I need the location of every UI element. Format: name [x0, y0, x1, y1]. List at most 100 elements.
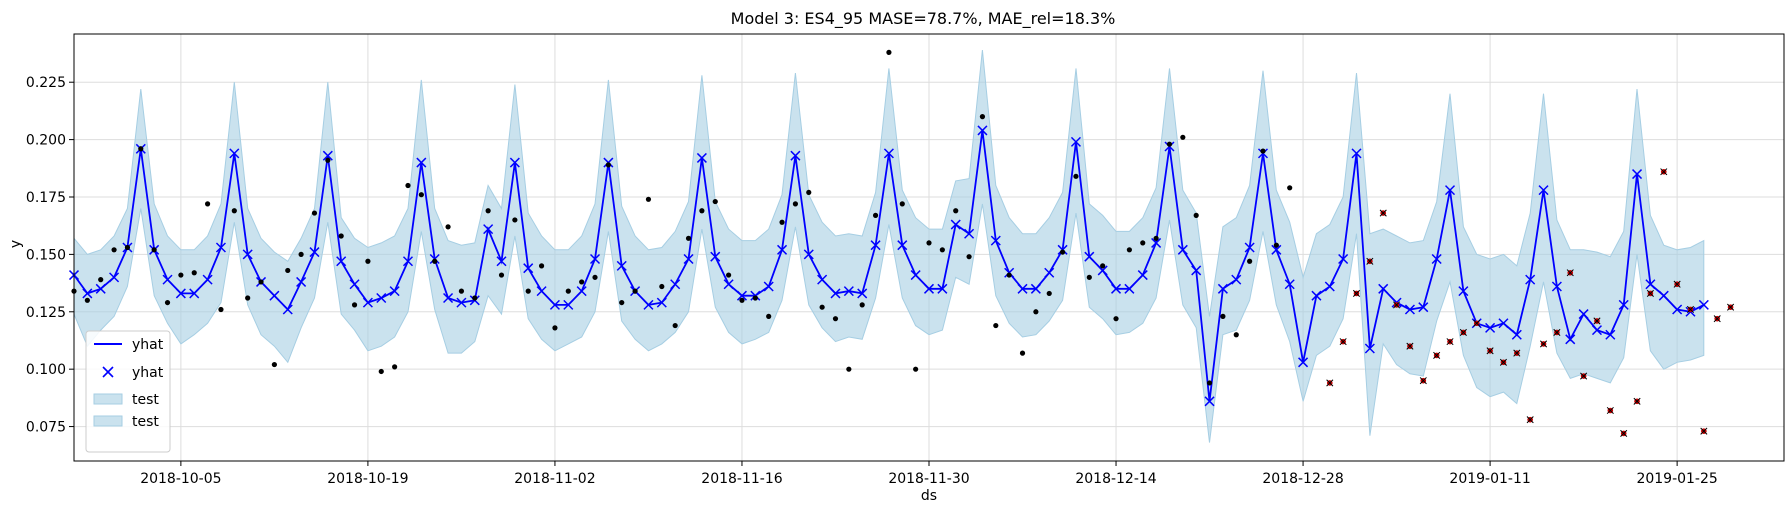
- yhat-marker: [990, 235, 1001, 246]
- actual-point: [485, 208, 491, 214]
- actual-point: [859, 302, 865, 308]
- test-point: [1553, 328, 1561, 336]
- yhat-marker: [1351, 148, 1362, 159]
- yhat-marker: [790, 150, 801, 161]
- yhat-marker: [723, 279, 734, 290]
- yhat-marker: [1231, 274, 1242, 285]
- actual-point: [218, 306, 224, 313]
- actual-point: [712, 198, 718, 205]
- actual-point: [538, 263, 545, 269]
- yhat-marker: [870, 240, 881, 251]
- test-point: [1393, 301, 1401, 309]
- y-tick-label: 0.100: [26, 362, 66, 378]
- yhat-marker: [964, 228, 975, 239]
- yhat-marker: [1672, 304, 1683, 315]
- actual-point: [605, 162, 611, 168]
- x-tick-label: 2018-11-30: [888, 471, 969, 487]
- x-axis-label: ds: [921, 488, 937, 504]
- yhat-marker: [109, 272, 120, 283]
- yhat-markers: [68, 125, 1709, 407]
- yhat-marker: [1298, 357, 1309, 368]
- yhat-marker: [269, 290, 280, 301]
- yhat-marker: [763, 281, 774, 292]
- test-point: [1539, 340, 1548, 348]
- actual-point: [1006, 272, 1012, 278]
- actual-point: [351, 302, 358, 308]
- x-tick-label: 2018-10-05: [140, 471, 221, 487]
- actual-point: [498, 272, 505, 278]
- yhat-marker: [82, 288, 93, 299]
- yhat-marker: [443, 292, 454, 304]
- actual-point: [726, 272, 732, 278]
- x-tick-label: 2018-12-28: [1262, 471, 1343, 487]
- actual-point: [659, 283, 665, 290]
- actual-point: [204, 201, 211, 207]
- actual-point: [178, 272, 184, 278]
- legend-label: test: [132, 414, 159, 430]
- yhat-marker: [1364, 343, 1375, 354]
- yhat-marker: [536, 286, 547, 297]
- actual-point: [512, 217, 518, 223]
- actual-point: [98, 277, 104, 283]
- actual-point: [392, 364, 398, 370]
- yhat-marker: [362, 297, 373, 308]
- test-point: [1339, 338, 1347, 346]
- actual-point: [1273, 242, 1279, 248]
- actual-point: [645, 196, 652, 202]
- yhat-marker: [1151, 237, 1162, 248]
- chart-title: Model 3: ES4_95 MASE=78.7%, MAE_rel=18.3…: [731, 9, 1116, 29]
- x-tick-label: 2018-11-16: [701, 471, 782, 487]
- actual-point: [632, 288, 638, 294]
- legend-x-marker-swatch: [102, 366, 114, 378]
- test-point: [1459, 328, 1467, 336]
- actual-point: [846, 366, 852, 372]
- yhat-marker: [1578, 309, 1589, 320]
- yhat-marker: [1485, 322, 1496, 333]
- yhat-marker: [229, 148, 240, 159]
- actual-point: [124, 244, 131, 251]
- yhat-marker: [1111, 283, 1122, 294]
- yhat-marker: [282, 304, 293, 315]
- legend-band-swatch: [93, 415, 123, 427]
- actual-point: [1233, 332, 1239, 338]
- test-point: [1620, 429, 1628, 438]
- y-tick-label: 0.150: [26, 247, 66, 263]
- actual-point: [672, 322, 678, 329]
- yhat-marker: [1404, 304, 1415, 315]
- yhat-marker: [1070, 136, 1081, 147]
- yhat-marker: [215, 242, 226, 253]
- test-point: [1433, 351, 1441, 359]
- test-point: [1379, 209, 1387, 217]
- actual-point: [552, 325, 558, 331]
- actual-point: [1180, 134, 1186, 140]
- yhat-marker: [1044, 267, 1055, 278]
- yhat-marker: [1217, 283, 1228, 294]
- yhat-marker: [883, 148, 894, 159]
- y-axis-label: y: [8, 240, 24, 248]
- actual-point: [779, 219, 785, 225]
- yhat-marker: [456, 297, 467, 308]
- yhat-marker: [897, 240, 908, 251]
- yhat-marker: [857, 288, 868, 299]
- actual-point: [525, 288, 531, 294]
- yhat-marker: [696, 152, 707, 163]
- test-point: [1446, 338, 1454, 346]
- yhat-marker: [977, 125, 988, 136]
- actual-point: [1193, 212, 1199, 218]
- actual-point: [872, 212, 879, 218]
- actual-point: [1287, 185, 1293, 191]
- actual-point: [285, 267, 291, 274]
- yhat-marker: [1418, 302, 1429, 313]
- test-point: [1473, 319, 1481, 327]
- x-tick-label: 2018-12-14: [1075, 471, 1156, 487]
- yhat-marker: [1498, 318, 1509, 329]
- actual-point: [619, 299, 625, 306]
- actual-point: [84, 297, 90, 303]
- yhat-marker: [1177, 244, 1188, 255]
- yhat-marker: [549, 299, 560, 310]
- actual-point: [1046, 290, 1052, 297]
- yhat-marker: [523, 263, 534, 274]
- test-point: [1713, 315, 1721, 323]
- test-point: [1646, 289, 1654, 297]
- x-tick-label: 2018-11-02: [514, 471, 595, 487]
